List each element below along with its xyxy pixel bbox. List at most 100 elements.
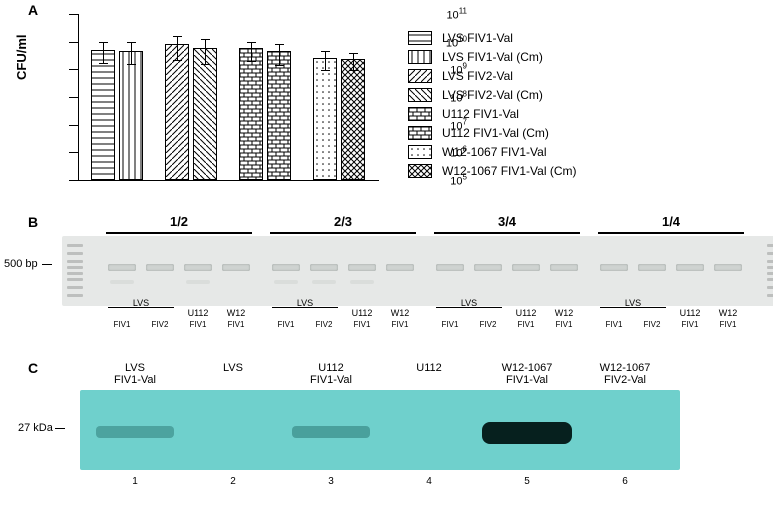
blot-lane-header: U112FIV1-Val bbox=[310, 362, 352, 386]
gel-lane bbox=[712, 236, 744, 306]
gel-lane bbox=[598, 236, 630, 306]
lane-strain-label: W12 bbox=[719, 308, 738, 318]
bar-lvs-fiv1 bbox=[91, 50, 115, 180]
lane-construct-label: FIV1 bbox=[278, 320, 295, 329]
legend-item: LVS FIV1-Val (Cm) bbox=[408, 49, 576, 65]
lane-construct-label: FIV1 bbox=[190, 320, 207, 329]
blot-lane bbox=[580, 390, 670, 470]
gel-lane bbox=[548, 236, 580, 306]
legend-item: LVS FIV2-Val (Cm) bbox=[408, 87, 576, 103]
panel-c-label: C bbox=[28, 360, 38, 376]
lane-construct-label: FIV1 bbox=[442, 320, 459, 329]
panel-b-label: B bbox=[28, 214, 38, 230]
legend-swatch bbox=[408, 50, 432, 64]
y-axis-label: CFU/ml bbox=[14, 35, 29, 81]
group-header: 2/3 bbox=[334, 214, 352, 229]
lane-construct-label: FIV1 bbox=[518, 320, 535, 329]
panel-a: A CFU/ml LVS FIV1-ValLVS FIV1-Val (Cm)LV… bbox=[0, 0, 773, 200]
gel-lane bbox=[106, 236, 138, 306]
bar-w12-fiv1-cm bbox=[341, 59, 365, 180]
blot-lane bbox=[384, 390, 474, 470]
legend-swatch bbox=[408, 107, 432, 121]
group-underline bbox=[270, 232, 416, 234]
gel-lane bbox=[384, 236, 416, 306]
blot-lane-number: 1 bbox=[132, 476, 138, 487]
bar-lvs-fiv1-cm bbox=[119, 51, 143, 180]
ytick-label: 107 bbox=[450, 117, 467, 132]
kda-marker: 27 kDa bbox=[18, 422, 53, 434]
blot-lane-number: 6 bbox=[622, 476, 628, 487]
lane-construct-label: FIV2 bbox=[644, 320, 661, 329]
blot-lane bbox=[90, 390, 180, 470]
legend-item: LVS FIV1-Val bbox=[408, 30, 576, 46]
lane-construct-label: FIV1 bbox=[228, 320, 245, 329]
lane-construct-label: FIV2 bbox=[316, 320, 333, 329]
gel-lane bbox=[472, 236, 504, 306]
legend-item: W12-1067 FIV1-Val bbox=[408, 144, 576, 160]
legend-swatch bbox=[408, 88, 432, 102]
lane-strain-label: LVS bbox=[297, 298, 313, 308]
lane-construct-label: FIV1 bbox=[682, 320, 699, 329]
lane-strain-label: W12 bbox=[391, 308, 410, 318]
lane-strain-label: W12 bbox=[555, 308, 574, 318]
blot-lane bbox=[482, 390, 572, 470]
lane-construct-label: FIV1 bbox=[392, 320, 409, 329]
lane-construct-label: FIV1 bbox=[114, 320, 131, 329]
panel-a-label: A bbox=[28, 2, 38, 18]
gel-lane bbox=[144, 236, 176, 306]
bar-u112-fiv1-cm bbox=[267, 51, 291, 180]
blot-lane-number: 2 bbox=[230, 476, 236, 487]
gel-lane bbox=[182, 236, 214, 306]
bp-marker-left: 500 bp bbox=[4, 258, 38, 270]
lane-strain-label: LVS bbox=[461, 298, 477, 308]
lane-construct-label: FIV1 bbox=[354, 320, 371, 329]
gel-lane bbox=[308, 236, 340, 306]
lane-strain-label: W12 bbox=[227, 308, 246, 318]
gel-lane bbox=[434, 236, 466, 306]
western-blot bbox=[80, 390, 680, 470]
ytick-label: 1010 bbox=[446, 34, 467, 49]
bar-lvs-fiv2-cm bbox=[193, 48, 217, 180]
lane-strain-label: U112 bbox=[516, 308, 537, 318]
blot-lane-header: W12-1067FIV2-Val bbox=[600, 362, 651, 386]
lane-construct-label: FIV1 bbox=[556, 320, 573, 329]
legend-swatch bbox=[408, 164, 432, 178]
gel-lane bbox=[674, 236, 706, 306]
legend-swatch bbox=[408, 145, 432, 159]
legend-item: W12-1067 FIV1-Val (Cm) bbox=[408, 163, 576, 179]
group-underline bbox=[598, 232, 744, 234]
blot-lane bbox=[286, 390, 376, 470]
legend-swatch bbox=[408, 126, 432, 140]
group-header: 1/4 bbox=[662, 214, 680, 229]
group-header: 3/4 bbox=[498, 214, 516, 229]
panel-c: C LVSFIV1-Val1LVS2U112FIV1-Val3U1124W12-… bbox=[0, 360, 773, 510]
bar-u112-fiv1 bbox=[239, 48, 263, 180]
legend-swatch bbox=[408, 69, 432, 83]
lane-strain-label: LVS bbox=[625, 298, 641, 308]
ytick-label: 1011 bbox=[446, 7, 467, 22]
blot-lane-header: LVSFIV1-Val bbox=[114, 362, 156, 386]
lane-construct-label: FIV2 bbox=[480, 320, 497, 329]
lane-strain-label: U112 bbox=[352, 308, 373, 318]
ytick-label: 109 bbox=[450, 62, 467, 77]
bar-chart bbox=[78, 14, 379, 181]
blot-lane-header: W12-1067FIV1-Val bbox=[502, 362, 553, 386]
lane-strain-label: LVS bbox=[133, 298, 149, 308]
bar-w12-fiv1 bbox=[313, 58, 337, 180]
legend-item: U112 FIV1-Val bbox=[408, 106, 576, 122]
ladder bbox=[762, 236, 773, 306]
gel-image bbox=[62, 236, 773, 306]
legend: LVS FIV1-Val LVS FIV1-Val (Cm) LVS FIV2-Va… bbox=[408, 30, 576, 182]
lane-strain-label: U112 bbox=[188, 308, 209, 318]
panel-b: B FIV1FIV2FIV1FIV11/2LVSU112W12FIV1FIV2F… bbox=[0, 214, 773, 344]
legend-item: LVS FIV2-Val bbox=[408, 68, 576, 84]
lane-strain-label: U112 bbox=[680, 308, 701, 318]
blot-lane bbox=[188, 390, 278, 470]
gel-lane bbox=[510, 236, 542, 306]
legend-item: U112 FIV1-Val (Cm) bbox=[408, 125, 576, 141]
group-underline bbox=[434, 232, 580, 234]
ytick-label: 106 bbox=[450, 145, 467, 160]
gel-lane bbox=[270, 236, 302, 306]
blot-lane-header: LVS bbox=[223, 362, 243, 374]
blot-lane-header: U112 bbox=[416, 362, 441, 374]
